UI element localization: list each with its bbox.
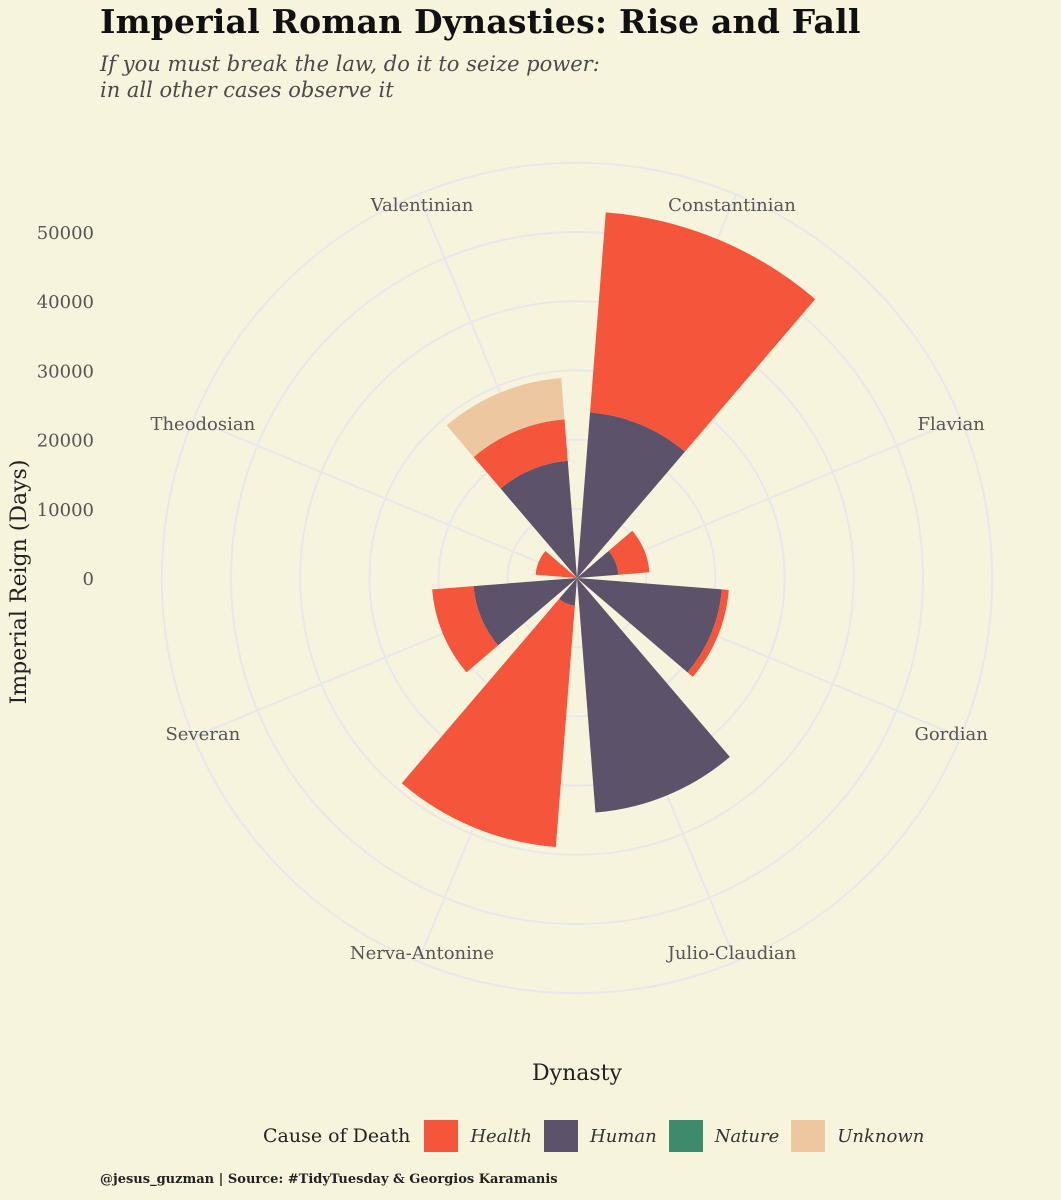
bar-flavian-human [577, 551, 619, 578]
category-label: Valentinian [370, 195, 474, 216]
bar-severan-human [473, 578, 577, 646]
caption: @jesus_guzman | Source: #TidyTuesday & G… [100, 1172, 558, 1187]
legend-item-human: Human [544, 1120, 657, 1152]
legend-swatch-human [544, 1120, 578, 1152]
chart-title: Imperial Roman Dynasties: Rise and Fall [100, 2, 861, 41]
category-label: Severan [165, 724, 240, 745]
category-labels: Constantinian Flavian Gordian Julio-Claudia… [150, 195, 988, 964]
legend-swatch-health [424, 1120, 459, 1152]
category-label: Julio-Claudian [666, 943, 797, 964]
legend-item-health: Health [424, 1120, 532, 1152]
bar-nerva-antonine-human [559, 578, 577, 606]
bar-valentinian-unknown [446, 377, 565, 457]
y-tick-label: 10000 [37, 500, 94, 521]
legend-title: Cause of Death [263, 1125, 411, 1147]
bar-constantinian-health [590, 212, 816, 452]
bar-julio-claudian-human [577, 578, 730, 813]
category-label: Theodosian [150, 414, 255, 435]
legend: Cause of Death Health Human Nature Unkno… [263, 1120, 936, 1152]
polar-bar-chart: 0 10000 20000 30000 40000 50000 Constantinian… [7, 161, 994, 1086]
grid-circle [368, 369, 786, 787]
legend-item-nature: Nature [668, 1120, 780, 1152]
bars [401, 212, 816, 848]
legend-label-nature: Nature [714, 1125, 780, 1147]
category-label: Gordian [914, 724, 988, 745]
legend-swatch-unknown [791, 1120, 826, 1152]
x-axis-label: Dynasty [532, 1061, 622, 1086]
grid-circle [437, 438, 717, 718]
legend-label-unknown: Unknown [837, 1125, 925, 1147]
bar-valentinian-health [473, 419, 568, 489]
category-label: Constantinian [668, 195, 796, 216]
grid-spoke [193, 418, 578, 579]
y-tick-label: 50000 [37, 223, 94, 244]
y-tick-label: 30000 [37, 361, 94, 382]
grid-circle [506, 507, 648, 649]
chart-subtitle-line-1: If you must break the law, do it to seiz… [100, 52, 600, 76]
bar-flavian-health [608, 530, 650, 575]
legend-label-health: Health [470, 1125, 532, 1147]
grid-circle [299, 300, 855, 856]
chart-subtitle-line-2: in all other cases observe it [100, 78, 394, 102]
legend-item-unknown: Unknown [791, 1120, 924, 1152]
bar-nerva-antonine-health [401, 599, 575, 848]
y-tick-label: 40000 [37, 292, 94, 313]
category-label: Nerva-Antonine [350, 943, 494, 964]
bar-constantinian-human [577, 412, 685, 578]
y-tick-label: 20000 [37, 431, 94, 452]
legend-swatch-nature [668, 1120, 703, 1152]
bar-theodosian-health [535, 551, 577, 578]
y-tick-label: 0 [83, 569, 94, 590]
grid-circle [160, 161, 994, 995]
legend-label-human: Human [590, 1125, 657, 1147]
category-label: Flavian [918, 414, 986, 435]
bar-gordian-health [687, 589, 729, 677]
bar-valentinian-human [500, 460, 577, 578]
y-axis-ticks: 0 10000 20000 30000 40000 50000 [37, 223, 94, 590]
bar-gordian-human [577, 578, 722, 673]
bar-severan-health [432, 586, 499, 673]
y-axis-label: Imperial Reign (Days) [7, 460, 32, 705]
grid-circle [230, 231, 924, 925]
